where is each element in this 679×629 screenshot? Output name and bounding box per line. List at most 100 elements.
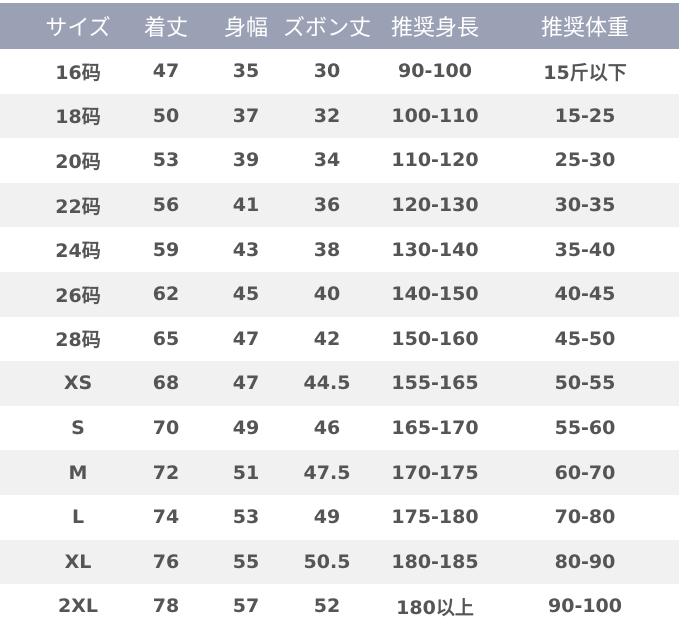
cell-size: 28码 [55, 329, 101, 352]
cell-size: M [68, 461, 88, 484]
cell-weight: 90-100 [548, 595, 622, 618]
cell-chest: 53 [232, 506, 260, 529]
cell-height: 110-120 [391, 149, 479, 172]
cell-pants-length: 30 [313, 60, 341, 83]
cell-size: S [71, 417, 85, 440]
cell-chest: 35 [232, 60, 260, 83]
cell-length: 50 [152, 104, 180, 127]
cell-height: 140-150 [391, 283, 479, 306]
cell-weight: 35-40 [554, 238, 616, 261]
cell-chest: 37 [232, 104, 260, 127]
cell-weight: 55-60 [554, 417, 616, 440]
cell-pants-length: 44.5 [303, 372, 351, 395]
cell-length: 47 [152, 60, 180, 83]
cell-length: 56 [152, 194, 180, 217]
cell-weight: 40-45 [554, 283, 616, 306]
cell-weight: 15斤以下 [543, 61, 627, 84]
cell-pants-length: 36 [313, 194, 341, 217]
cell-size: 24码 [55, 240, 101, 263]
cell-pants-length: 46 [313, 417, 341, 440]
cell-pants-length: 52 [313, 595, 341, 618]
table-row: 24码 59 43 38 130-140 35-40 [0, 227, 679, 272]
header-pants-length: ズボン丈 [282, 16, 372, 41]
header-size: サイズ [45, 16, 111, 41]
cell-height: 100-110 [391, 104, 479, 127]
table-row: M 72 51 47.5 170-175 60-70 [0, 450, 679, 495]
cell-height: 165-170 [391, 417, 479, 440]
table-row: 16码 47 35 30 90-100 15斤以下 [0, 49, 679, 94]
cell-length: 76 [152, 550, 180, 573]
cell-chest: 47 [232, 372, 260, 395]
cell-length: 78 [152, 595, 180, 618]
table-row: S 70 49 46 165-170 55-60 [0, 406, 679, 451]
cell-weight: 80-90 [554, 550, 616, 573]
cell-height: 120-130 [391, 194, 479, 217]
cell-pants-length: 42 [313, 327, 341, 350]
cell-chest: 45 [232, 283, 260, 306]
cell-length: 62 [152, 283, 180, 306]
cell-size: 26码 [55, 284, 101, 307]
cell-chest: 39 [232, 149, 260, 172]
table-row: XL 76 55 50.5 180-185 80-90 [0, 539, 679, 585]
cell-chest: 51 [232, 461, 260, 484]
cell-size: XS [63, 372, 93, 395]
cell-chest: 49 [232, 417, 260, 440]
cell-size: XL [64, 550, 92, 573]
table-row: 2XL 78 57 52 180以上 90-100 [0, 584, 679, 629]
cell-pants-length: 32 [313, 104, 341, 127]
cell-size: 20码 [55, 150, 101, 173]
table-row: 20码 53 39 34 110-120 25-30 [0, 138, 679, 183]
cell-size: 2XL [58, 595, 98, 618]
cell-pants-length: 40 [313, 283, 341, 306]
cell-length: 74 [152, 506, 180, 529]
cell-pants-length: 50.5 [303, 550, 351, 573]
cell-weight: 50-55 [554, 372, 616, 395]
cell-height: 180-185 [391, 550, 479, 573]
cell-height: 130-140 [391, 238, 479, 261]
cell-length: 68 [152, 372, 180, 395]
cell-chest: 41 [232, 194, 260, 217]
table-row: 26码 62 45 40 140-150 40-45 [0, 271, 679, 317]
header-length: 着丈 [143, 16, 189, 41]
cell-height: 155-165 [391, 372, 479, 395]
header-chest: 身幅 [223, 16, 269, 41]
table-row: 28码 65 47 42 150-160 45-50 [0, 317, 679, 362]
table-row: XS 68 47 44.5 155-165 50-55 [0, 361, 679, 406]
cell-length: 59 [152, 238, 180, 261]
cell-height: 175-180 [391, 506, 479, 529]
cell-height: 150-160 [391, 327, 479, 350]
cell-chest: 47 [232, 327, 260, 350]
header-height: 推奨身長 [390, 16, 480, 41]
table-row: 18码 50 37 32 100-110 15-25 [0, 93, 679, 139]
cell-weight: 30-35 [554, 194, 616, 217]
table-row: L 74 53 49 175-180 70-80 [0, 495, 679, 540]
cell-length: 53 [152, 149, 180, 172]
header-row: サイズ 着丈 身幅 ズボン丈 推奨身長 推奨体重 [0, 3, 679, 49]
size-chart-table: サイズ 着丈 身幅 ズボン丈 推奨身長 推奨体重 16码 47 35 30 90-100 15斤以下… [0, 3, 679, 629]
cell-weight: 70-80 [554, 506, 616, 529]
cell-size: 18码 [55, 106, 101, 129]
cell-chest: 43 [232, 238, 260, 261]
cell-chest: 57 [232, 595, 260, 618]
table-row: 22码 56 41 36 120-130 30-35 [0, 182, 679, 228]
cell-length: 70 [152, 417, 180, 440]
cell-size: L [71, 506, 85, 529]
cell-weight: 60-70 [554, 461, 616, 484]
cell-pants-length: 47.5 [303, 461, 351, 484]
cell-length: 65 [152, 327, 180, 350]
cell-pants-length: 38 [313, 238, 341, 261]
cell-height: 180以上 [396, 596, 474, 619]
cell-weight: 25-30 [554, 149, 616, 172]
cell-pants-length: 49 [313, 506, 341, 529]
cell-height: 90-100 [398, 60, 472, 83]
table-body: 16码 47 35 30 90-100 15斤以下 18码 50 37 32 100-110 15-2… [0, 49, 679, 629]
header-weight: 推奨体重 [540, 16, 630, 41]
cell-length: 72 [152, 461, 180, 484]
cell-size: 22码 [55, 195, 101, 218]
cell-size: 16码 [55, 61, 101, 84]
cell-chest: 55 [232, 550, 260, 573]
cell-height: 170-175 [391, 461, 479, 484]
cell-weight: 15-25 [554, 104, 616, 127]
cell-pants-length: 34 [313, 149, 341, 172]
cell-weight: 45-50 [554, 327, 616, 350]
